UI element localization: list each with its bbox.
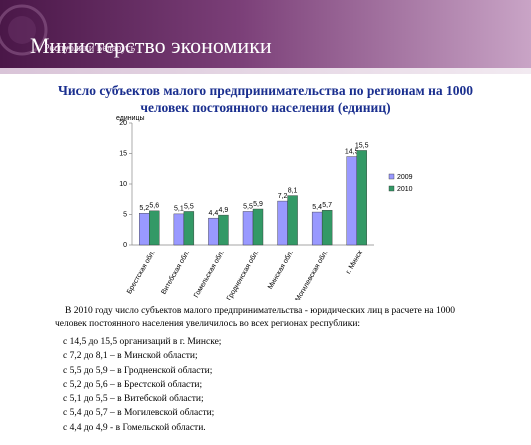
bar: [149, 210, 160, 246]
y-tick-label: 10: [119, 181, 127, 188]
y-tick-label: 15: [119, 150, 127, 157]
header: Министерство экономики Республики Белару…: [0, 0, 531, 68]
list-item: с 5,5 до 5,9 – в Гродненской области;: [63, 365, 213, 376]
value-label: 5,4: [312, 204, 322, 211]
bar: [139, 213, 150, 246]
x-tick-label: Минская обл.: [266, 249, 295, 291]
legend-swatch: [388, 185, 395, 192]
value-label: 5,1: [174, 206, 184, 213]
y-tick-label: 5: [123, 211, 127, 218]
value-label: 7,2: [278, 193, 288, 200]
bar: [183, 211, 195, 246]
chart: единицы 0 5 10 15 20 Брестская обл. 5,2 5,6 Вите…: [116, 115, 413, 300]
bar: [287, 195, 298, 246]
value-label: 5,2: [139, 205, 149, 212]
chart-title: Число субъектов малого предпринимательст…: [57, 83, 474, 115]
list-item: с 4,4 до 4,9 - в Гомельской области.: [63, 422, 206, 433]
header-title: Министерство экономики: [30, 33, 272, 58]
y-tick-label: 20: [119, 120, 127, 127]
legend-label: 2010: [397, 186, 413, 193]
bar: [356, 150, 367, 246]
list-item: с 5,1 до 5,5 – в Витебской области;: [63, 394, 204, 405]
bar: [321, 210, 333, 246]
body-text: В 2010 году число субъектов малого предп…: [55, 305, 475, 435]
legend-swatch: [388, 173, 395, 180]
y-axis-label: единицы: [116, 115, 145, 122]
bar: [346, 156, 357, 246]
value-label: 5,5: [243, 203, 253, 210]
bar: [218, 214, 229, 246]
value-label: 8,1: [288, 187, 298, 194]
emblem: [0, 4, 48, 56]
value-label: 4,9: [219, 207, 229, 214]
bar: [277, 200, 288, 246]
value-label: 4,4: [209, 210, 219, 217]
list-item: с 5,2 до 5,6 – в Брестской области;: [63, 379, 203, 390]
value-label: 15,5: [355, 142, 369, 149]
y-tick-label: 0: [123, 242, 127, 249]
x-tick-label: Гродненская обл.: [225, 249, 260, 300]
value-label: 5,6: [149, 203, 159, 210]
value-label: 5,5: [184, 203, 194, 210]
bar: [252, 208, 264, 246]
value-label: 5,7: [322, 202, 332, 209]
bar: [173, 213, 185, 246]
header-stripe: [0, 68, 531, 74]
header-subtitle: Республики Беларусь: [44, 43, 136, 54]
x-tick-label: г. Минск: [345, 249, 364, 276]
bar: [242, 211, 254, 246]
list-item: с 5,4 до 5,7 – в Могилевской области;: [63, 408, 215, 419]
bar: [311, 211, 323, 246]
bar: [208, 217, 219, 246]
x-tick-label: Могилевская обл.: [294, 249, 330, 300]
x-tick-label: Брестская обл.: [125, 249, 156, 295]
value-label: 5,9: [253, 201, 263, 208]
list-item: с 7,2 до 8,1 – в Минской области;: [63, 351, 198, 362]
list-item: с 14,5 до 15,5 организаций в г. Минске;: [63, 337, 222, 347]
paragraph: В 2010 году число субъектов малого предп…: [55, 306, 455, 329]
x-tick-label: Витебская обл.: [160, 249, 192, 296]
x-tick-label: Гомельская обл.: [192, 249, 226, 299]
value-label: 14,5: [345, 148, 359, 155]
legend-label: 2009: [397, 174, 413, 181]
